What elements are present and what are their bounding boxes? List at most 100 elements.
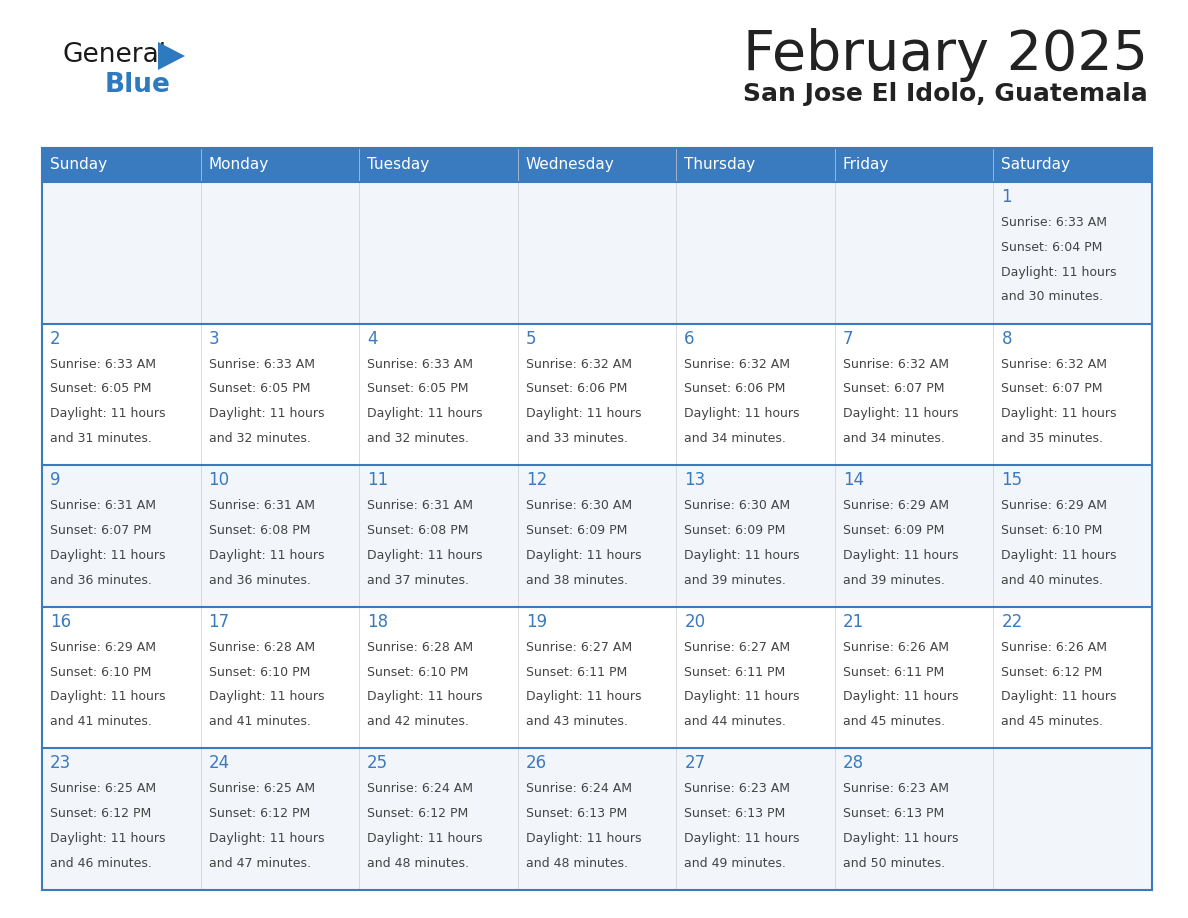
Bar [518, 465, 676, 607]
Text: Sunset: 6:07 PM: Sunset: 6:07 PM [1001, 383, 1102, 396]
Text: Sunset: 6:11 PM: Sunset: 6:11 PM [526, 666, 627, 678]
Text: and 41 minutes.: and 41 minutes. [209, 715, 310, 728]
Bar [42, 748, 201, 890]
Bar [42, 465, 201, 607]
Bar [518, 748, 676, 890]
Text: General: General [62, 42, 166, 68]
Text: Sunrise: 6:29 AM: Sunrise: 6:29 AM [1001, 499, 1107, 512]
Text: 3: 3 [209, 330, 220, 348]
Text: Sunrise: 6:25 AM: Sunrise: 6:25 AM [209, 782, 315, 795]
Text: Sunset: 6:13 PM: Sunset: 6:13 PM [684, 807, 785, 820]
Text: Sunday: Sunday [50, 158, 107, 173]
Text: Sunset: 6:08 PM: Sunset: 6:08 PM [209, 524, 310, 537]
Text: and 31 minutes.: and 31 minutes. [50, 432, 152, 445]
Text: Monday: Monday [209, 158, 268, 173]
Text: Sunrise: 6:32 AM: Sunrise: 6:32 AM [842, 358, 949, 371]
Text: 23: 23 [50, 755, 71, 772]
Text: Sunrise: 6:31 AM: Sunrise: 6:31 AM [367, 499, 473, 512]
Text: Friday: Friday [842, 158, 889, 173]
Text: Sunrise: 6:25 AM: Sunrise: 6:25 AM [50, 782, 156, 795]
Bar [359, 748, 518, 890]
Text: 10: 10 [209, 471, 229, 489]
Text: February 2025: February 2025 [742, 28, 1148, 82]
Text: Sunset: 6:07 PM: Sunset: 6:07 PM [50, 524, 152, 537]
Text: Daylight: 11 hours: Daylight: 11 hours [50, 549, 165, 562]
Text: Sunrise: 6:26 AM: Sunrise: 6:26 AM [842, 641, 949, 654]
Bar [676, 148, 835, 182]
Text: and 48 minutes.: and 48 minutes. [367, 856, 469, 869]
Text: Daylight: 11 hours: Daylight: 11 hours [526, 832, 642, 845]
Text: Daylight: 11 hours: Daylight: 11 hours [1001, 690, 1117, 703]
Text: Daylight: 11 hours: Daylight: 11 hours [209, 408, 324, 420]
Bar [359, 182, 518, 324]
Text: 12: 12 [526, 471, 546, 489]
Text: Sunset: 6:05 PM: Sunset: 6:05 PM [367, 383, 468, 396]
Text: and 49 minutes.: and 49 minutes. [684, 856, 786, 869]
Text: Daylight: 11 hours: Daylight: 11 hours [684, 408, 800, 420]
Text: Sunset: 6:12 PM: Sunset: 6:12 PM [209, 807, 310, 820]
Bar [42, 148, 201, 182]
Text: Sunset: 6:08 PM: Sunset: 6:08 PM [367, 524, 468, 537]
Bar [359, 148, 518, 182]
Bar [359, 465, 518, 607]
Text: and 36 minutes.: and 36 minutes. [50, 574, 152, 587]
Bar [993, 748, 1152, 890]
Bar [518, 607, 676, 748]
Text: Sunset: 6:10 PM: Sunset: 6:10 PM [367, 666, 468, 678]
Text: 11: 11 [367, 471, 388, 489]
Text: Daylight: 11 hours: Daylight: 11 hours [842, 549, 959, 562]
Text: Wednesday: Wednesday [525, 158, 614, 173]
Text: Sunrise: 6:30 AM: Sunrise: 6:30 AM [526, 499, 632, 512]
Text: Sunset: 6:05 PM: Sunset: 6:05 PM [209, 383, 310, 396]
Text: Daylight: 11 hours: Daylight: 11 hours [367, 549, 482, 562]
Text: 27: 27 [684, 755, 706, 772]
Text: Sunset: 6:12 PM: Sunset: 6:12 PM [1001, 666, 1102, 678]
Text: Sunrise: 6:29 AM: Sunrise: 6:29 AM [50, 641, 156, 654]
Text: Sunrise: 6:31 AM: Sunrise: 6:31 AM [50, 499, 156, 512]
Text: Daylight: 11 hours: Daylight: 11 hours [526, 549, 642, 562]
Text: Sunrise: 6:24 AM: Sunrise: 6:24 AM [526, 782, 632, 795]
Text: Sunset: 6:09 PM: Sunset: 6:09 PM [684, 524, 785, 537]
Text: and 39 minutes.: and 39 minutes. [684, 574, 786, 587]
Text: San Jose El Idolo, Guatemala: San Jose El Idolo, Guatemala [744, 82, 1148, 106]
Text: 13: 13 [684, 471, 706, 489]
Text: Sunset: 6:09 PM: Sunset: 6:09 PM [842, 524, 944, 537]
Text: Sunrise: 6:29 AM: Sunrise: 6:29 AM [842, 499, 949, 512]
Text: Daylight: 11 hours: Daylight: 11 hours [367, 690, 482, 703]
Text: Sunrise: 6:32 AM: Sunrise: 6:32 AM [1001, 358, 1107, 371]
Text: Sunset: 6:13 PM: Sunset: 6:13 PM [526, 807, 627, 820]
Text: Sunset: 6:05 PM: Sunset: 6:05 PM [50, 383, 152, 396]
Text: 9: 9 [50, 471, 61, 489]
Text: Sunrise: 6:33 AM: Sunrise: 6:33 AM [50, 358, 156, 371]
Text: Daylight: 11 hours: Daylight: 11 hours [842, 832, 959, 845]
Polygon shape [158, 42, 185, 70]
Bar [835, 748, 993, 890]
Bar [993, 182, 1152, 324]
Text: and 34 minutes.: and 34 minutes. [842, 432, 944, 445]
Text: Daylight: 11 hours: Daylight: 11 hours [1001, 265, 1117, 278]
Text: Daylight: 11 hours: Daylight: 11 hours [684, 690, 800, 703]
Bar [201, 465, 359, 607]
Text: Sunrise: 6:24 AM: Sunrise: 6:24 AM [367, 782, 473, 795]
Bar [518, 324, 676, 465]
Bar [42, 182, 201, 324]
Text: and 30 minutes.: and 30 minutes. [1001, 290, 1104, 303]
Text: Sunset: 6:04 PM: Sunset: 6:04 PM [1001, 241, 1102, 253]
Bar [993, 465, 1152, 607]
Text: 24: 24 [209, 755, 229, 772]
Text: 18: 18 [367, 613, 388, 631]
Text: Sunset: 6:11 PM: Sunset: 6:11 PM [842, 666, 944, 678]
Bar [201, 182, 359, 324]
Text: Sunset: 6:10 PM: Sunset: 6:10 PM [1001, 524, 1102, 537]
Text: Sunrise: 6:31 AM: Sunrise: 6:31 AM [209, 499, 315, 512]
Text: 4: 4 [367, 330, 378, 348]
Text: and 46 minutes.: and 46 minutes. [50, 856, 152, 869]
Text: and 47 minutes.: and 47 minutes. [209, 856, 310, 869]
Text: Thursday: Thursday [684, 158, 756, 173]
Bar [201, 148, 359, 182]
Text: 14: 14 [842, 471, 864, 489]
Bar [676, 748, 835, 890]
Text: Daylight: 11 hours: Daylight: 11 hours [50, 832, 165, 845]
Text: and 32 minutes.: and 32 minutes. [367, 432, 469, 445]
Bar [359, 324, 518, 465]
